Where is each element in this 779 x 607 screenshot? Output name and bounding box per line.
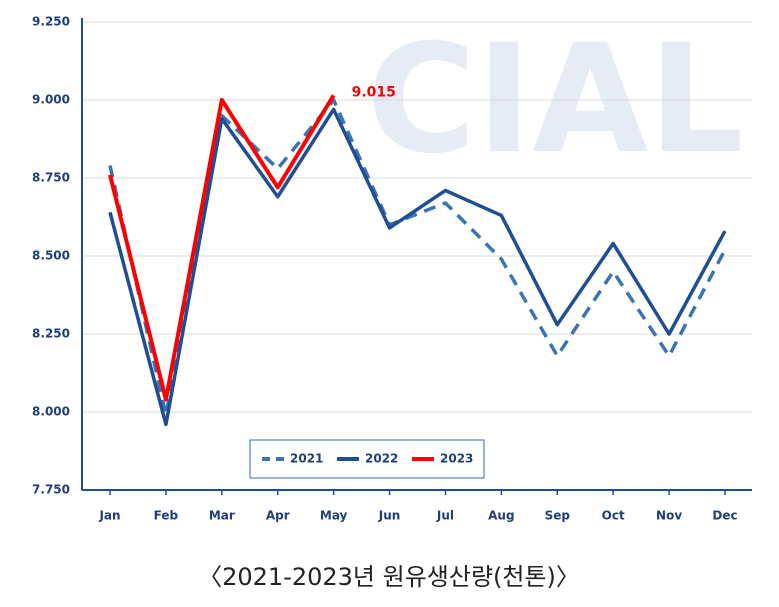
x-tick-label: Feb	[154, 509, 179, 523]
y-tick-label: 8.250	[32, 327, 70, 341]
legend-label: 2021	[290, 452, 323, 466]
y-tick-label: 8.750	[32, 171, 70, 185]
x-tick-label: Apr	[266, 509, 290, 523]
y-tick-label: 9.000	[32, 93, 70, 107]
legend-label: 2023	[440, 452, 473, 466]
legend-label: 2022	[365, 452, 398, 466]
legend-box	[249, 439, 485, 479]
x-tick-label: Oct	[602, 509, 625, 523]
series-line	[108, 107, 727, 427]
x-tick-label: Jul	[436, 509, 454, 523]
x-tick-label: Sep	[545, 509, 571, 523]
caption: 〈2021-2023년 원유생산량(천톤)〉	[198, 563, 580, 591]
y-tick-label: 9.250	[32, 15, 70, 29]
series-line	[108, 94, 336, 402]
x-tick-label: Jun	[378, 509, 401, 523]
data-label: 9.015	[352, 84, 396, 100]
x-tick-label: Aug	[488, 509, 514, 523]
x-tick-label: Jan	[98, 509, 120, 523]
y-tick-label: 7.750	[32, 483, 70, 497]
x-tick-label: Nov	[656, 509, 682, 523]
x-tick-label: Mar	[209, 509, 235, 523]
x-tick-label: Dec	[712, 509, 737, 523]
y-tick-label: 8.500	[32, 249, 70, 263]
y-tick-label: 8.000	[32, 405, 70, 419]
x-tick-label: May	[320, 509, 348, 523]
